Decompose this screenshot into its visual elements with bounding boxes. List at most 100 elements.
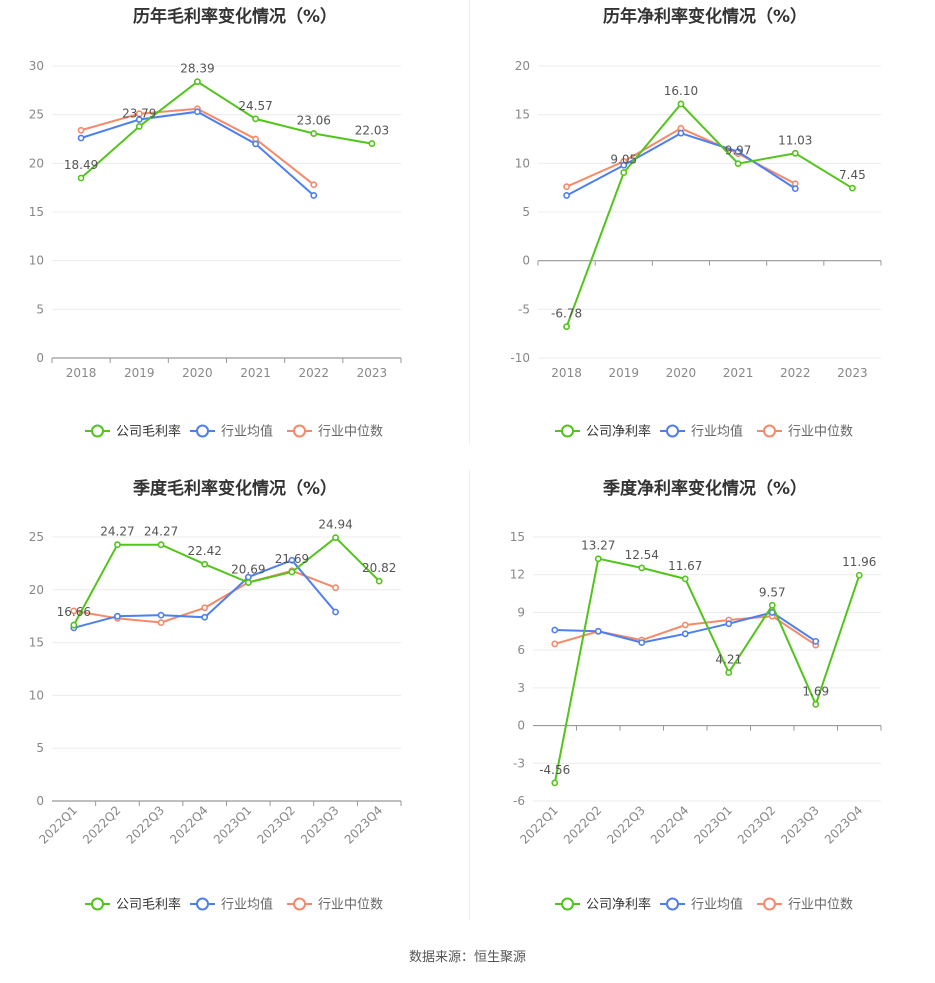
data-point-1 <box>201 560 209 568</box>
chart-title: 季度毛利率变化情况（%） <box>133 478 337 499</box>
data-point-2 <box>734 148 742 156</box>
data-point-3 <box>201 604 209 612</box>
data-label: 16.66 <box>57 605 91 619</box>
x-tick-label: 2022Q4 <box>648 803 692 847</box>
y-tick-label: 25 <box>29 530 44 544</box>
data-label: 4.21 <box>715 653 742 667</box>
y-tick-label: 20 <box>29 583 44 597</box>
data-label: 1.69 <box>802 684 829 698</box>
data-label: 11.67 <box>668 559 702 573</box>
data-point-2 <box>563 192 570 199</box>
legend-label-2: 行业均值 <box>221 897 273 913</box>
x-tick-label: 2022Q3 <box>124 803 168 847</box>
data-label: 23.79 <box>122 106 156 120</box>
data-point-1 <box>310 130 318 137</box>
y-tick-label: -5 <box>518 302 530 316</box>
y-tick-label: 9 <box>517 605 525 619</box>
data-label: 21.69 <box>275 552 309 566</box>
legend-symbol-3 <box>763 424 776 438</box>
legend-symbol-3 <box>293 897 306 911</box>
x-tick-label: 2018 <box>551 366 582 380</box>
data-label: 24.57 <box>238 99 272 113</box>
data-point-3 <box>332 584 339 592</box>
data-point-1 <box>812 700 820 708</box>
data-label: 12.54 <box>625 548 659 562</box>
series-line-2 <box>566 132 796 197</box>
legend-label-3: 行业中位数 <box>788 898 853 913</box>
x-tick-label: 2022Q1 <box>517 803 561 847</box>
data-label: 7.45 <box>839 168 866 182</box>
x-tick-label: 2019 <box>608 366 639 380</box>
data-point-1 <box>855 571 863 579</box>
data-point-2 <box>620 161 628 169</box>
data-point-2 <box>725 620 733 628</box>
legend-symbol-1 <box>91 897 104 911</box>
x-tick-label: 2023Q1 <box>691 803 735 847</box>
data-source-label: 数据来源：恒生聚源 <box>408 950 526 965</box>
legend-label-3: 行业中位数 <box>318 898 383 913</box>
data-point-2 <box>288 556 296 564</box>
data-label: 13.27 <box>581 539 615 553</box>
x-tick-label: 2023Q2 <box>254 803 298 847</box>
vertical-divider-bottom <box>469 470 470 920</box>
x-tick-label: 2023Q1 <box>211 803 255 847</box>
y-tick-label: 10 <box>515 156 530 170</box>
data-label: 20.82 <box>362 561 396 575</box>
data-point-2 <box>812 637 820 645</box>
data-point-1 <box>77 174 85 182</box>
legend-label-1: 公司净利率 <box>586 424 651 440</box>
y-tick-label: 5 <box>36 741 44 755</box>
legend-label-2: 行业均值 <box>221 424 273 440</box>
data-point-1 <box>551 779 559 787</box>
x-tick-label: 2023Q3 <box>298 803 342 847</box>
legend-symbol-1 <box>91 424 104 438</box>
data-point-3 <box>70 607 78 615</box>
data-point-2 <box>638 639 646 646</box>
y-tick-label: 6 <box>517 643 525 657</box>
data-point-2 <box>677 129 685 137</box>
data-point-3 <box>563 183 570 191</box>
data-point-1 <box>725 669 733 677</box>
chart-panel-2: 历年净利率变化情况（%） -10 -5 0 5 10 15 20 2018 2019 2020 202… <box>510 6 882 440</box>
data-point-1 <box>244 579 252 586</box>
data-point-1 <box>638 564 646 572</box>
data-label: 11.96 <box>842 555 876 569</box>
data-point-1 <box>135 123 143 130</box>
chart-title: 历年净利率变化情况（%） <box>603 6 807 27</box>
data-point-1 <box>375 577 383 585</box>
data-point-1 <box>849 184 856 192</box>
y-tick-label: 15 <box>29 636 44 650</box>
y-tick-label: 10 <box>29 254 44 268</box>
data-label: 18.49 <box>64 158 98 172</box>
y-tick-label: 30 <box>29 59 44 73</box>
data-point-2 <box>194 108 201 116</box>
y-tick-label: 20 <box>29 156 44 170</box>
data-point-1 <box>114 541 121 549</box>
data-label: 16.10 <box>664 84 698 98</box>
legend-symbol-3 <box>293 424 306 438</box>
y-tick-label: 15 <box>510 530 525 544</box>
legend-label-3: 行业中位数 <box>788 425 853 440</box>
x-tick-label: 2023Q4 <box>822 803 866 847</box>
x-tick-label: 2022Q2 <box>561 803 605 847</box>
y-tick-label: 25 <box>29 108 44 122</box>
legend-symbol-1 <box>561 424 574 438</box>
series-line-1 <box>72 536 380 626</box>
data-label: 22.42 <box>188 544 222 558</box>
data-point-1 <box>368 140 376 147</box>
data-point-2 <box>135 116 143 123</box>
data-point-1 <box>768 601 776 609</box>
y-tick-label: 0 <box>522 254 530 268</box>
y-tick-label: 5 <box>36 302 44 316</box>
series-line-1 <box>80 80 373 179</box>
x-tick-label: 2022 <box>298 366 329 380</box>
data-point-2 <box>681 630 689 638</box>
data-label: 9.57 <box>759 585 786 599</box>
legend-symbol-2 <box>196 424 209 438</box>
data-point-1 <box>332 534 339 542</box>
data-point-2 <box>157 611 165 619</box>
y-tick-label: -10 <box>510 351 530 365</box>
